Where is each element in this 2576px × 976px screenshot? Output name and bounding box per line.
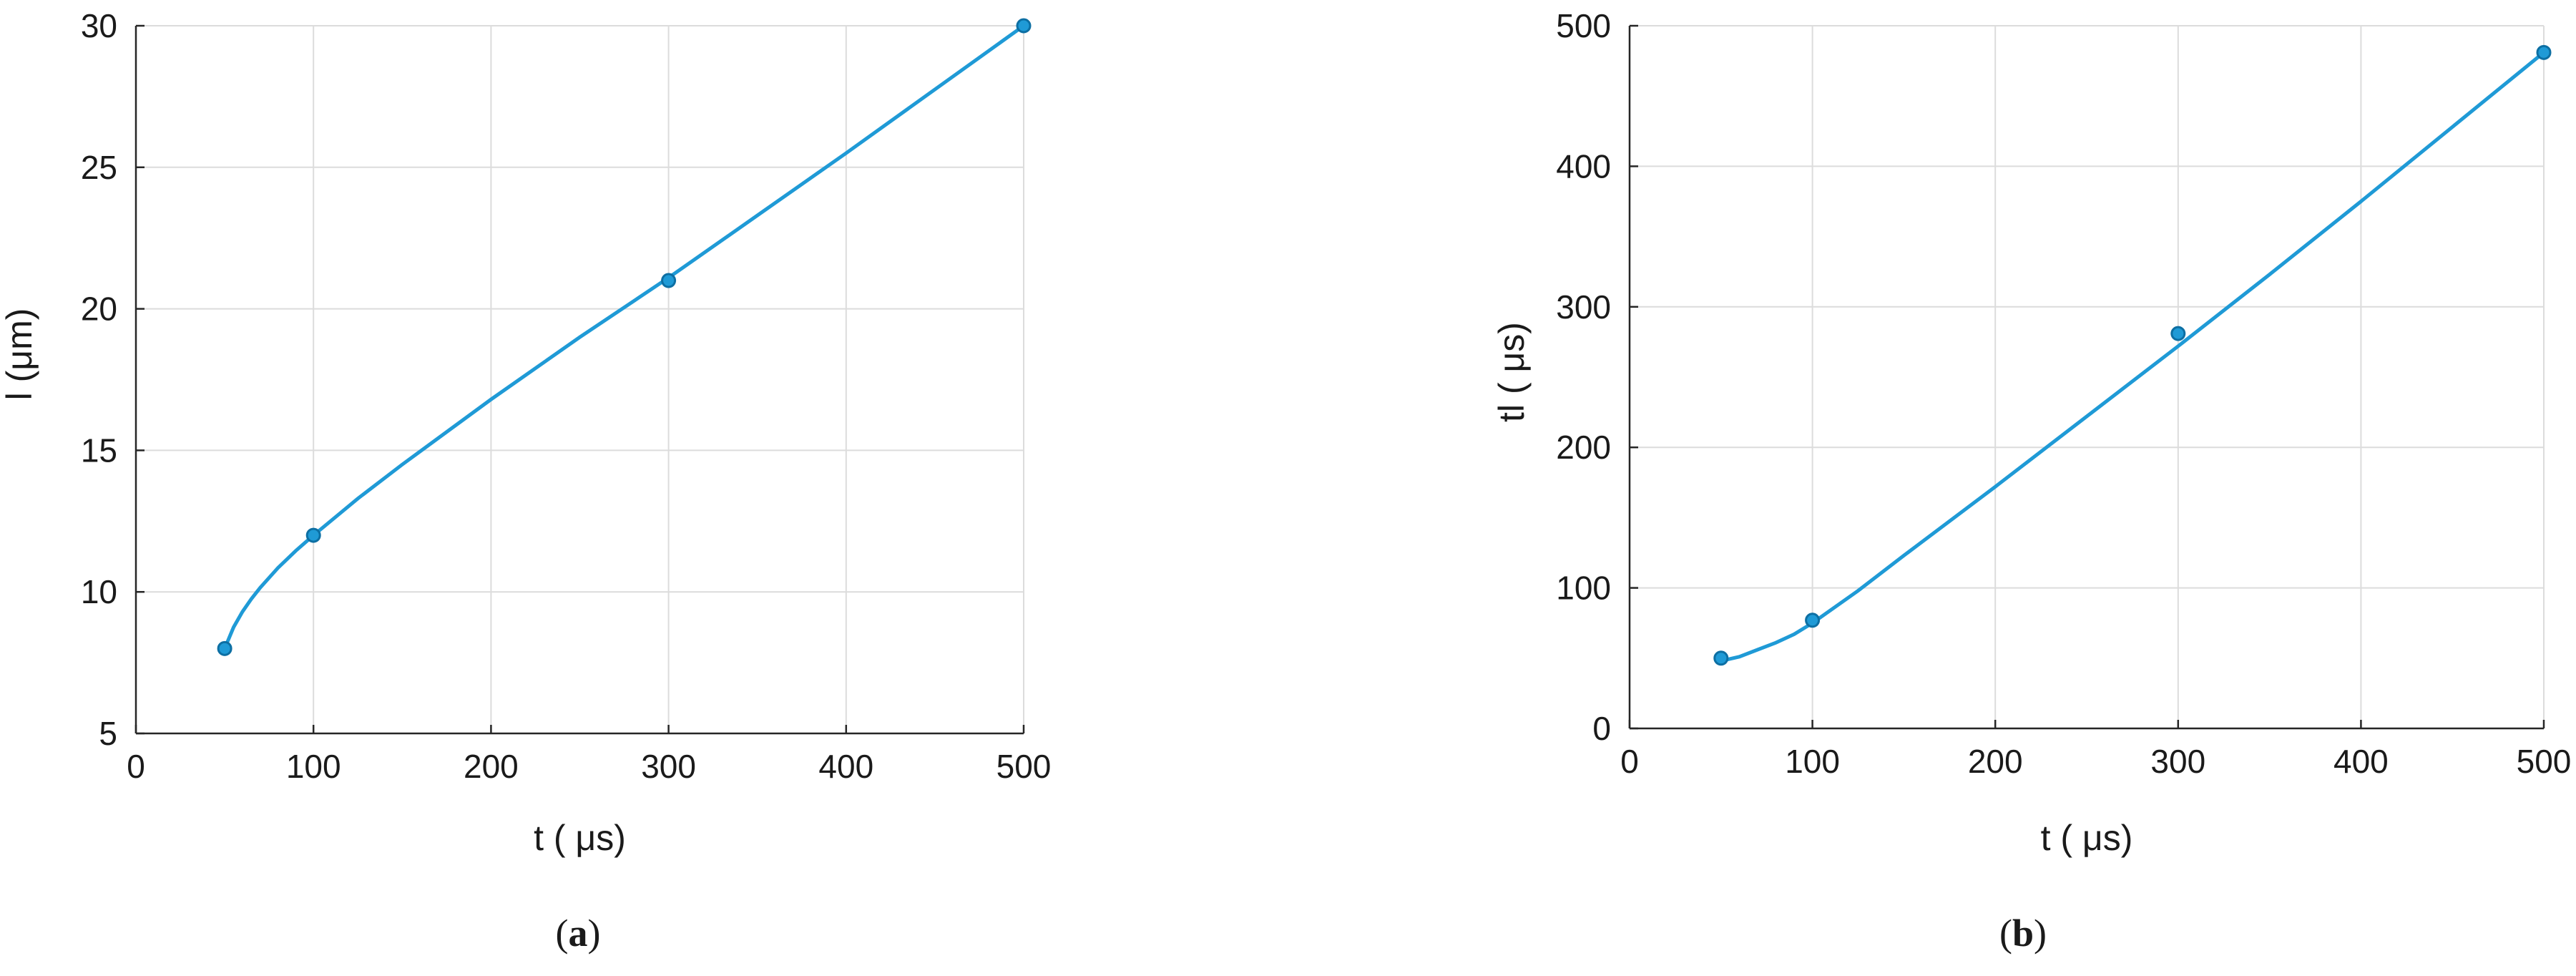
x-tick-label: 200 [464, 748, 519, 785]
data-point [1016, 18, 1032, 34]
y-tick-label: 100 [1556, 570, 1611, 607]
x-tick-label: 0 [127, 748, 145, 785]
y-tick-label: 0 [1592, 710, 1611, 747]
x-axis-label: t ( μs) [534, 818, 626, 858]
x-tick-label: 300 [2150, 743, 2205, 780]
y-axis-label: l (μm) [0, 308, 39, 401]
data-point [217, 640, 232, 656]
data-point [305, 527, 321, 543]
fit-curve [222, 24, 1025, 650]
x-axis-label: t ( μs) [2041, 818, 2133, 858]
y-tick-label: 30 [81, 7, 117, 44]
y-tick-label: 5 [99, 715, 117, 752]
data-point [1805, 613, 1821, 628]
y-tick-label: 400 [1556, 147, 1611, 185]
x-tick-label: 100 [1785, 743, 1840, 780]
data-point [2170, 326, 2186, 341]
y-tick-label: 10 [81, 573, 117, 610]
y-tick-label: 500 [1556, 7, 1611, 44]
y-tick-label: 200 [1556, 429, 1611, 466]
x-tick-label: 500 [2517, 743, 2572, 780]
fit-curve [1720, 51, 2545, 663]
x-tick-label: 0 [1620, 743, 1639, 780]
x-tick-label: 500 [996, 748, 1052, 785]
chart-b: 0 100 200 300 400 500 0 100 200 300 400 500 t ( μs) t… [1492, 7, 2571, 955]
data-point [661, 273, 677, 288]
x-tick-label: 100 [286, 748, 341, 785]
panel-label: (b) [1999, 912, 2047, 955]
data-point [1713, 650, 1729, 666]
y-tick-label: 20 [81, 291, 117, 328]
chart-a: 0 100 200 300 400 500 5 10 15 20 25 30 t ( μs) l (μm)… [0, 7, 1051, 955]
x-tick-label: 400 [818, 748, 873, 785]
x-tick-label: 300 [641, 748, 696, 785]
y-tick-label: 25 [81, 149, 117, 186]
data-point [2536, 44, 2552, 60]
y-tick-label: 15 [81, 431, 117, 469]
x-tick-label: 400 [2333, 743, 2389, 780]
x-tick-label: 200 [1968, 743, 2023, 780]
y-tick-label: 300 [1556, 288, 1611, 326]
panel-label: (a) [556, 912, 601, 955]
y-axis-label: tl ( μs) [1492, 322, 1532, 422]
